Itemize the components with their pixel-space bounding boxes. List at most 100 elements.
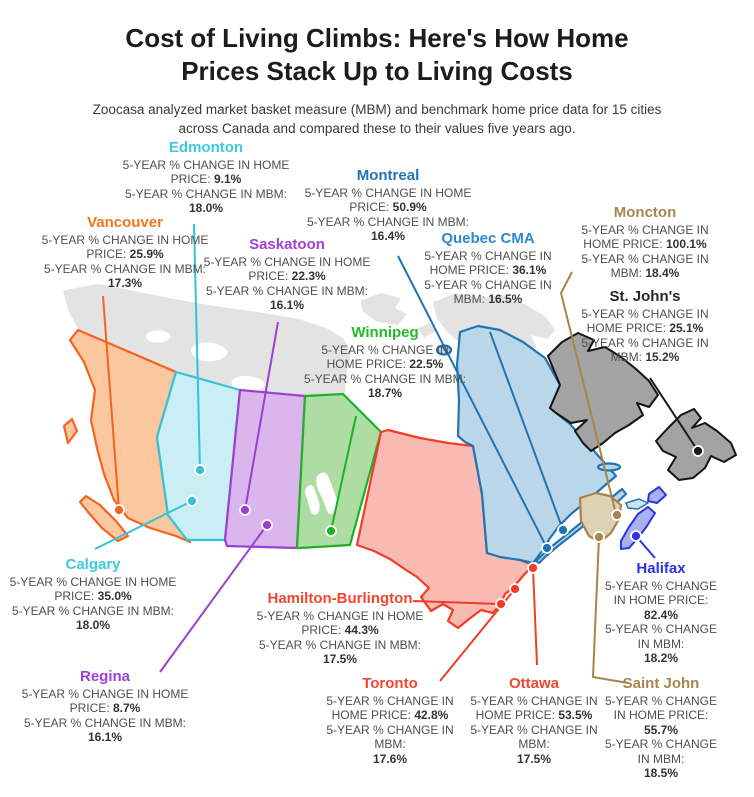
city-stat-line: MBM: 16.5% bbox=[453, 292, 523, 307]
city-stat-line: IN MBM: bbox=[637, 636, 685, 651]
map-region-nova-scotia bbox=[620, 506, 656, 550]
city-stat-line: 16.1% bbox=[87, 730, 123, 745]
city-name-vancouver: Vancouver bbox=[87, 214, 163, 231]
page-title-line1: Cost of Living Climbs: Here's How Home bbox=[125, 23, 629, 53]
city-stat-line: MBM: bbox=[374, 737, 406, 752]
leader-line-ottawa bbox=[532, 567, 538, 666]
city-stat-line: 5-YEAR % CHANGE bbox=[604, 622, 718, 637]
city-stat-line: 5-YEAR % CHANGE IN HOME bbox=[304, 186, 472, 200]
city-stat-line: 5-YEAR % CHANGE IN bbox=[424, 277, 552, 292]
city-name-montreal: Montreal bbox=[356, 167, 420, 184]
city-name-calgary: Calgary bbox=[65, 556, 121, 573]
city-stat-line: 17.6% bbox=[372, 751, 408, 766]
city-name-regina: Regina bbox=[79, 668, 130, 685]
city-stat-line: 16.4% bbox=[370, 229, 406, 244]
city-dot-moncton bbox=[611, 509, 623, 521]
city-label-vancouver: Vancouver 5-YEAR % CHANGE IN HOME PRICE: 2… bbox=[35, 214, 215, 291]
city-stat-line: MBM: 15.2% bbox=[610, 350, 680, 365]
city-stat-line: 5-YEAR % CHANGE IN bbox=[321, 343, 449, 357]
map-region-newfoundland bbox=[655, 408, 737, 481]
city-stat-line: 55.7% bbox=[643, 722, 679, 737]
city-stat-line: 5-YEAR % CHANGE IN MBM: bbox=[258, 637, 422, 652]
city-stat-line: PRICE: 8.7% bbox=[69, 701, 141, 716]
city-dot-toronto bbox=[509, 583, 521, 595]
city-stat-line: 5-YEAR % CHANGE IN MBM: bbox=[205, 283, 369, 298]
map-region-arctic-island bbox=[415, 321, 439, 339]
city-dot-edmonton bbox=[194, 464, 206, 476]
city-stat-line: PRICE: 9.1% bbox=[170, 172, 242, 187]
page-title-line2: Prices Stack Up to Living Costs bbox=[181, 56, 573, 86]
map-region-haida-gwaii bbox=[62, 417, 79, 445]
map-region-arctic-island bbox=[359, 291, 409, 327]
city-stat-line: 5-YEAR % CHANGE IN HOME bbox=[122, 158, 290, 172]
leader-line-montreal bbox=[397, 255, 548, 549]
city-label-halifax: Halifax 5-YEAR % CHANGE IN HOME PRICE: 82.4… bbox=[601, 560, 721, 665]
leader-line-hamilton-burlington bbox=[412, 600, 501, 605]
map-region-anticosti-island bbox=[596, 462, 622, 472]
city-dot-calgary bbox=[186, 495, 198, 507]
city-stat-line: PRICE: 25.9% bbox=[86, 247, 164, 262]
lake-winnipegosis-shape bbox=[305, 485, 320, 515]
map-region-new-brunswick bbox=[578, 491, 623, 544]
page-title: Cost of Living Climbs: Here's How Home P… bbox=[0, 22, 754, 88]
city-name-moncton: Moncton bbox=[613, 204, 677, 221]
city-stat-line: HOME PRICE: 25.1% bbox=[586, 321, 704, 336]
city-stat-line: IN HOME PRICE: bbox=[613, 708, 709, 723]
lake-shape bbox=[145, 330, 171, 343]
city-name-ottawa: Ottawa bbox=[508, 675, 559, 692]
city-stat-line: 17.5% bbox=[322, 652, 358, 667]
map-region-prince-edward-island bbox=[625, 498, 649, 510]
leader-line-winnipeg bbox=[330, 415, 357, 532]
city-stat-line: 5-YEAR % CHANGE IN MBM: bbox=[43, 261, 207, 276]
city-stat-line: 5-YEAR % CHANGE IN MBM: bbox=[124, 186, 288, 201]
city-label-saskatoon: Saskatoon 5-YEAR % CHANGE IN HOME PRICE: 2… bbox=[197, 236, 377, 313]
city-stat-line: MBM: 18.4% bbox=[610, 266, 680, 281]
city-label-toronto: Toronto 5-YEAR % CHANGE IN HOME PRICE: 42.… bbox=[315, 675, 465, 766]
lake-shape bbox=[231, 375, 265, 393]
city-stat-line: 5-YEAR % CHANGE IN bbox=[470, 694, 598, 708]
city-label-calgary: Calgary 5-YEAR % CHANGE IN HOME PRICE: 35.… bbox=[3, 556, 183, 633]
leader-line-st-johns bbox=[649, 377, 699, 452]
city-stat-line: 18.5% bbox=[643, 766, 679, 781]
city-stat-line: 5-YEAR % CHANGE bbox=[604, 737, 718, 752]
city-stat-line: PRICE: 22.3% bbox=[248, 269, 326, 284]
city-stat-line: 18.7% bbox=[367, 386, 403, 401]
city-name-hamilton-burlington: Hamilton-Burlington bbox=[267, 590, 413, 607]
city-name-saint-john: Saint John bbox=[622, 675, 700, 692]
city-stat-line: 5-YEAR % CHANGE IN bbox=[581, 223, 709, 237]
city-name-st-johns: St. John's bbox=[609, 288, 681, 305]
city-name-toronto: Toronto bbox=[362, 675, 418, 692]
city-label-edmonton: Edmonton 5-YEAR % CHANGE IN HOME PRICE: 9.… bbox=[116, 139, 296, 216]
city-stat-line: 5-YEAR % CHANGE IN HOME bbox=[256, 609, 424, 623]
city-stat-line: 5-YEAR % CHANGE IN HOME bbox=[203, 255, 371, 269]
lake-shape bbox=[191, 342, 228, 362]
city-dot-hamilton-burlington bbox=[495, 598, 507, 610]
city-stat-line: MBM: bbox=[518, 737, 550, 752]
city-stat-line: 5-YEAR % CHANGE IN bbox=[581, 251, 709, 266]
leader-line-saint-john bbox=[592, 536, 629, 684]
city-label-moncton: Moncton 5-YEAR % CHANGE IN HOME PRICE: 100… bbox=[570, 204, 720, 281]
city-stat-line: IN HOME PRICE: bbox=[613, 593, 709, 608]
city-stat-line: IN MBM: bbox=[637, 751, 685, 766]
leader-line-regina bbox=[159, 524, 268, 673]
city-stat-line: 5-YEAR % CHANGE IN HOME bbox=[41, 233, 209, 247]
leader-lines-layer bbox=[94, 223, 699, 684]
city-label-saint-john: Saint John 5-YEAR % CHANGE IN HOME PRICE: 5… bbox=[601, 675, 721, 780]
city-stat-line: 5-YEAR % CHANGE IN bbox=[424, 249, 552, 263]
city-dots-layer bbox=[113, 445, 704, 610]
city-label-quebec-cma: Quebec CMA 5-YEAR % CHANGE IN HOME PRICE: … bbox=[413, 230, 563, 307]
city-name-edmonton: Edmonton bbox=[168, 139, 244, 156]
city-stat-line: 18.0% bbox=[75, 618, 111, 633]
city-label-st-johns: St. John's 5-YEAR % CHANGE IN HOME PRICE: … bbox=[570, 288, 720, 365]
city-label-ottawa: Ottawa 5-YEAR % CHANGE IN HOME PRICE: 53.5… bbox=[459, 675, 609, 766]
city-stat-line: 16.1% bbox=[269, 298, 305, 313]
city-stat-line: 82.4% bbox=[643, 607, 679, 622]
city-dot-winnipeg bbox=[325, 525, 337, 537]
city-stat-line: 5-YEAR % CHANGE IN bbox=[470, 722, 598, 737]
city-stat-line: 17.3% bbox=[107, 276, 143, 291]
city-stat-line: 5-YEAR % CHANGE bbox=[604, 694, 718, 708]
city-stat-line: PRICE: 50.9% bbox=[349, 200, 427, 215]
city-name-saskatoon: Saskatoon bbox=[249, 236, 325, 253]
city-stat-line: HOME PRICE: 22.5% bbox=[326, 357, 444, 372]
